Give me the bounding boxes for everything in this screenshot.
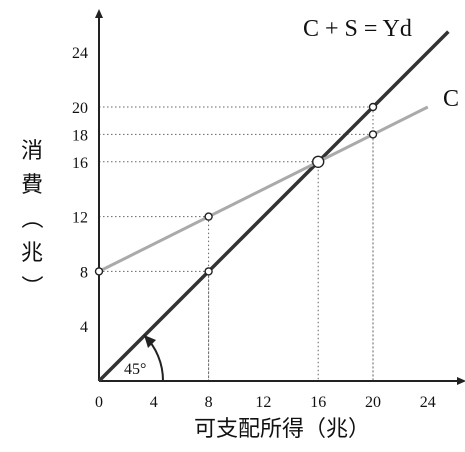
series-line-c (98, 105, 429, 273)
x-tick-label: 8 (205, 394, 213, 411)
data-point (94, 267, 104, 276)
y-tick-label: 12 (72, 210, 88, 227)
x-tick-label: 20 (365, 394, 381, 411)
y-tick-label: 16 (72, 155, 88, 172)
series-label-45: C + S = Yd (303, 16, 412, 42)
axes (95, 9, 465, 385)
series-labels: C + S = Yd C (303, 16, 459, 112)
y-tick-label: 20 (72, 100, 88, 117)
angle-label: 45° (124, 361, 146, 378)
series-label-c: C (443, 86, 459, 112)
x-tick-label: 4 (150, 394, 158, 411)
x-tick-label: 12 (255, 394, 271, 411)
y-tick-labels: 4 8 12 16 18 20 24 (72, 45, 88, 336)
y-axis-title-char: 費 (21, 173, 43, 198)
y-axis-title: 消費 （ 兆 ） (18, 139, 43, 297)
data-point (368, 130, 378, 139)
x-tick-label: 16 (310, 394, 326, 411)
series-lines (97, 30, 450, 383)
x-axis-title: 可支配所得（兆） (194, 417, 370, 442)
y-axis-arrow (95, 9, 103, 18)
y-axis-title-char: ） (18, 275, 43, 297)
data-points (94, 102, 378, 276)
series-line-45 (97, 30, 450, 383)
data-point (204, 267, 213, 276)
data-point (368, 102, 378, 112)
y-tick-label: 24 (72, 45, 88, 62)
equilibrium-point (312, 155, 325, 169)
y-axis-title-char: 消 (21, 139, 43, 164)
y-axis-title-char: 兆 (21, 241, 43, 266)
x-tick-labels: 0 4 8 12 16 20 24 (95, 394, 436, 411)
y-tick-label: 4 (80, 319, 88, 336)
y-axis-title-char: （ (18, 207, 43, 229)
y-tick-label: 18 (72, 127, 88, 144)
x-tick-label: 24 (420, 394, 436, 411)
data-point (204, 212, 213, 221)
y-tick-label: 8 (80, 264, 88, 281)
guide-lines (99, 106, 374, 381)
x-tick-label: 0 (95, 394, 103, 411)
angle-annotation: 45° (124, 334, 165, 382)
x-axis-arrow (457, 377, 465, 385)
angle-arrowhead (144, 335, 156, 348)
